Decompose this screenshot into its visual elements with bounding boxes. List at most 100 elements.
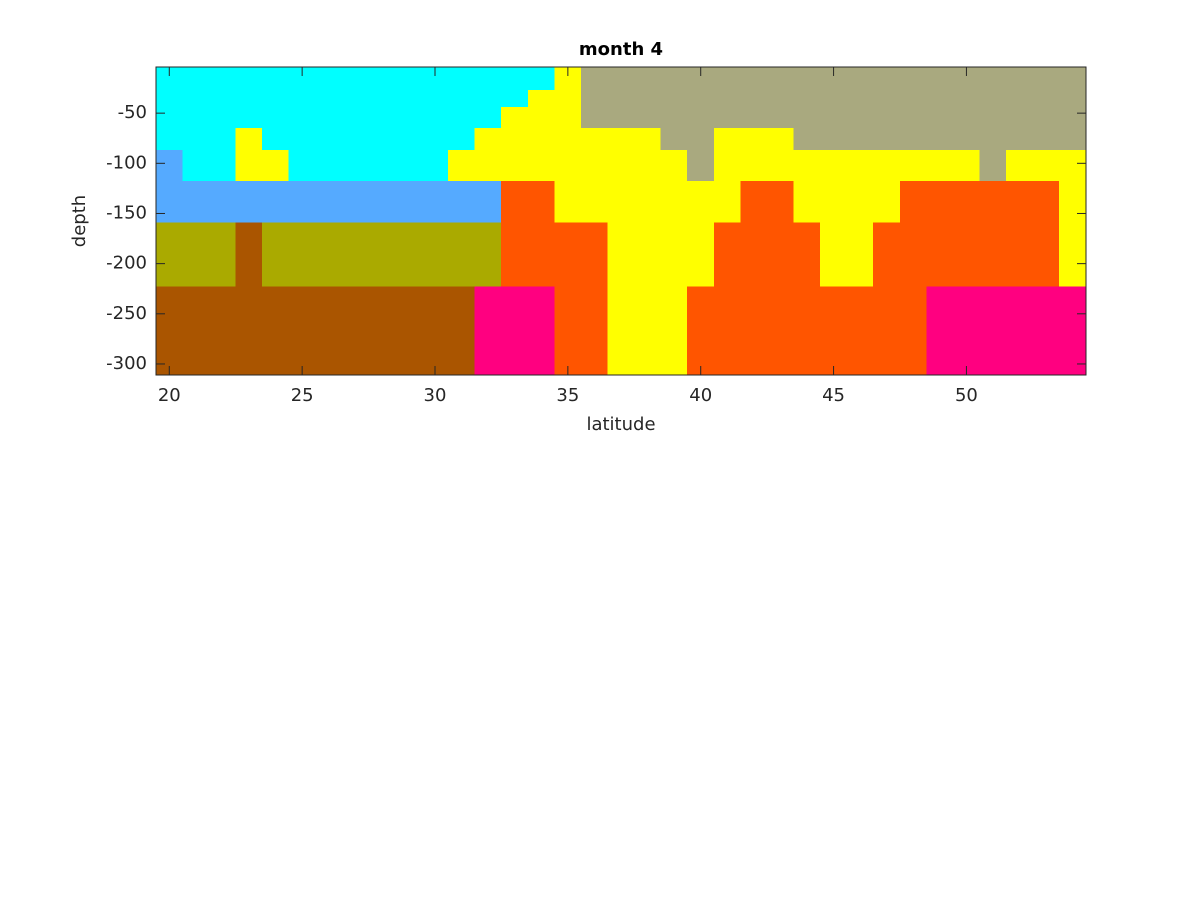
cell xyxy=(713,222,741,287)
cell xyxy=(580,150,608,182)
cell xyxy=(820,106,848,129)
cell xyxy=(474,181,502,223)
cell xyxy=(235,127,263,151)
cell xyxy=(580,127,608,151)
cell xyxy=(926,150,954,182)
cell xyxy=(926,222,954,287)
cell xyxy=(155,89,183,108)
cell xyxy=(394,89,422,108)
cell xyxy=(208,127,236,151)
cell xyxy=(687,127,715,151)
cell xyxy=(740,286,768,376)
cell xyxy=(873,181,901,223)
cell xyxy=(766,181,794,223)
cell xyxy=(368,106,396,129)
cell xyxy=(501,150,529,182)
cell xyxy=(793,66,821,91)
cell xyxy=(235,106,263,129)
cell xyxy=(182,150,210,182)
cell xyxy=(979,127,1007,151)
cell xyxy=(501,222,529,287)
y-tick-label: -100 xyxy=(106,152,147,173)
cell xyxy=(315,222,343,287)
cell xyxy=(341,127,369,151)
cell xyxy=(288,222,316,287)
cell xyxy=(368,181,396,223)
cell xyxy=(315,66,343,91)
cell xyxy=(235,66,263,91)
cell xyxy=(873,222,901,287)
cell xyxy=(1006,66,1034,91)
cell xyxy=(607,150,635,182)
cell xyxy=(713,106,741,129)
cell xyxy=(740,127,768,151)
cell xyxy=(899,286,927,376)
cell xyxy=(554,106,582,129)
cell xyxy=(793,222,821,287)
cell xyxy=(554,222,582,287)
cell xyxy=(474,106,502,129)
cell xyxy=(315,106,343,129)
cell xyxy=(952,89,980,108)
cell xyxy=(394,222,422,287)
y-tick-label: -200 xyxy=(106,253,147,274)
cell xyxy=(208,66,236,91)
cell xyxy=(607,222,635,287)
cell xyxy=(1032,89,1060,108)
x-tick-label: 30 xyxy=(424,385,447,406)
cell xyxy=(820,127,848,151)
cell xyxy=(979,66,1007,91)
cell xyxy=(262,66,290,91)
cell xyxy=(926,66,954,91)
cell xyxy=(235,150,263,182)
x-tick-label: 50 xyxy=(955,385,978,406)
cell xyxy=(208,181,236,223)
cell xyxy=(687,286,715,376)
cell xyxy=(952,286,980,376)
cell xyxy=(155,106,183,129)
cell xyxy=(1006,181,1034,223)
cell xyxy=(899,89,927,108)
x-tick-label: 25 xyxy=(291,385,314,406)
cell xyxy=(979,222,1007,287)
cell xyxy=(740,222,768,287)
cell xyxy=(448,89,476,108)
cell xyxy=(527,150,555,182)
cell xyxy=(793,89,821,108)
cell xyxy=(1059,181,1087,223)
cell xyxy=(501,66,529,91)
cell xyxy=(660,286,688,376)
cell xyxy=(501,89,529,108)
cell xyxy=(155,127,183,151)
cell xyxy=(660,89,688,108)
cell xyxy=(474,150,502,182)
y-tick-label: -300 xyxy=(106,353,147,374)
cell xyxy=(501,181,529,223)
cell xyxy=(527,286,555,376)
cell xyxy=(155,181,183,223)
cell xyxy=(1032,66,1060,91)
cell xyxy=(474,127,502,151)
cell xyxy=(315,127,343,151)
cell xyxy=(766,222,794,287)
cell xyxy=(607,181,635,223)
cell xyxy=(873,66,901,91)
cell xyxy=(846,89,874,108)
plot-frame xyxy=(155,66,1087,376)
cell xyxy=(899,106,927,129)
cell xyxy=(1032,127,1060,151)
cell xyxy=(394,106,422,129)
y-axis-label: depth xyxy=(69,195,90,247)
cell xyxy=(766,127,794,151)
cell xyxy=(634,89,662,108)
cell xyxy=(288,150,316,182)
cell xyxy=(952,150,980,182)
cell xyxy=(607,286,635,376)
cell xyxy=(182,286,210,376)
cell xyxy=(182,106,210,129)
cell xyxy=(580,222,608,287)
cell xyxy=(899,150,927,182)
cell xyxy=(713,286,741,376)
cell xyxy=(873,127,901,151)
